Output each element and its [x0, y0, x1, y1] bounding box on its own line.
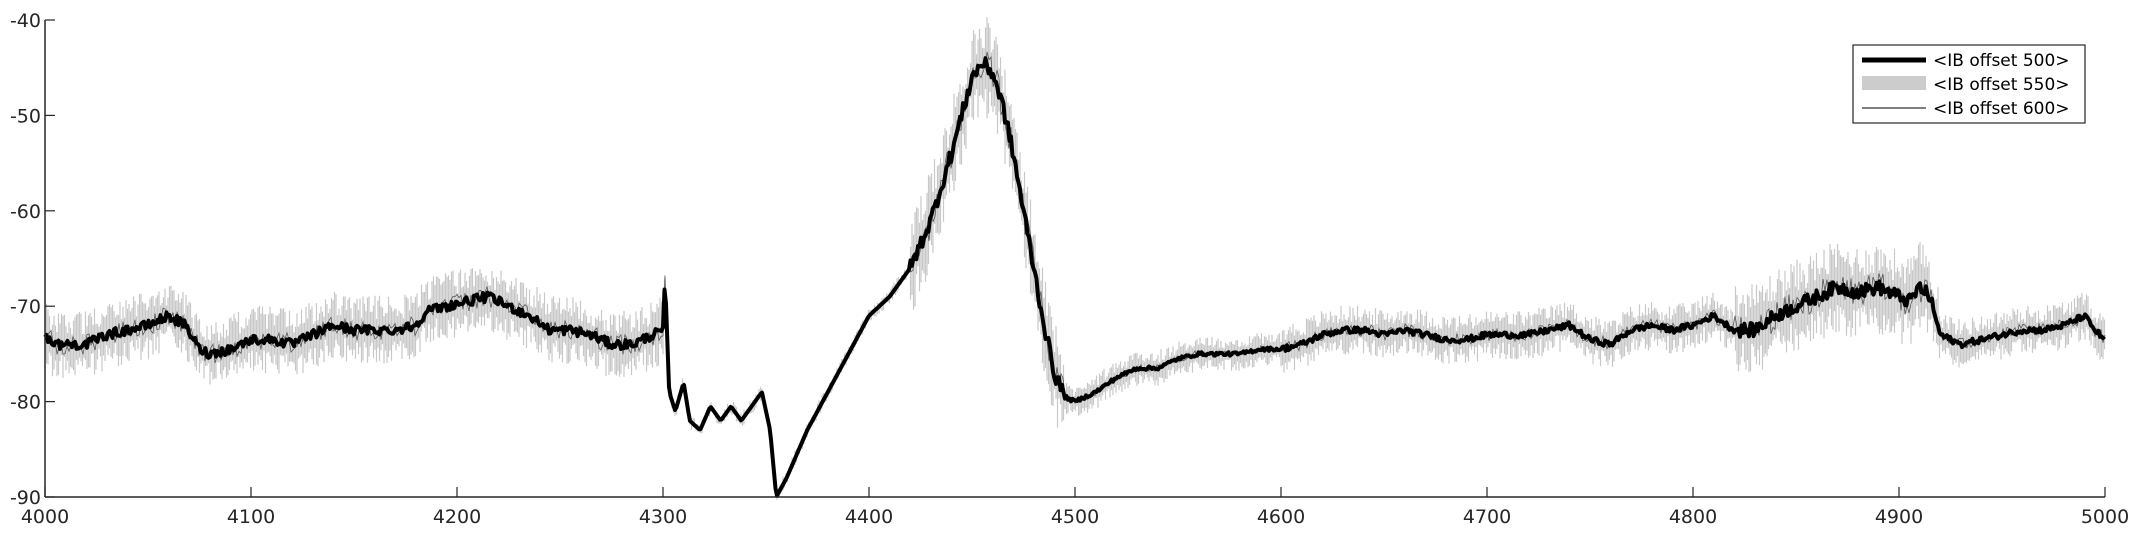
y-tick-label: -40: [10, 10, 41, 32]
x-tick-label: 4500: [1051, 506, 1099, 528]
x-tick-label: 4700: [1463, 506, 1511, 528]
x-tick-label: 4600: [1257, 506, 1305, 528]
y-tick-label: -70: [10, 296, 41, 318]
legend-label-ib-offset-550: <IB offset 550>: [1933, 75, 2070, 95]
series-line-layer: [43, 51, 2106, 498]
tick-layer: 4000 4100 4200 4300 4400 4500 4600 4700 4800 4900…: [10, 10, 2129, 528]
legend-label-ib-offset-500: <IB offset 500>: [1933, 51, 2070, 71]
x-tick-label: 4400: [845, 506, 893, 528]
axes: [44, 20, 2105, 498]
x-tick-label: 4100: [227, 506, 275, 528]
series-ib-offset-550-band: [44, 17, 2106, 500]
x-tick-label: 4800: [1669, 506, 1717, 528]
legend-label-ib-offset-600: <IB offset 600>: [1933, 99, 2070, 119]
x-tick-label: 4300: [639, 506, 687, 528]
y-tick-label: -60: [10, 201, 41, 223]
x-tick-label: 4900: [1875, 506, 1923, 528]
series-ib-offset-600-line: [44, 51, 2106, 497]
gray-band-layer: [44, 17, 2106, 500]
legend: <IB offset 500> <IB offset 550> <IB offs…: [1852, 44, 2086, 124]
series-ib-offset-500-line: [43, 56, 2106, 498]
y-tick-label: -80: [10, 392, 41, 414]
legend-swatch-gray-band: [1862, 76, 1926, 90]
x-tick-label: 5000: [2081, 506, 2129, 528]
x-tick-label: 4000: [21, 506, 69, 528]
y-tick-label: -90: [10, 487, 41, 509]
y-tick-label: -50: [10, 105, 41, 127]
x-tick-label: 4200: [433, 506, 481, 528]
